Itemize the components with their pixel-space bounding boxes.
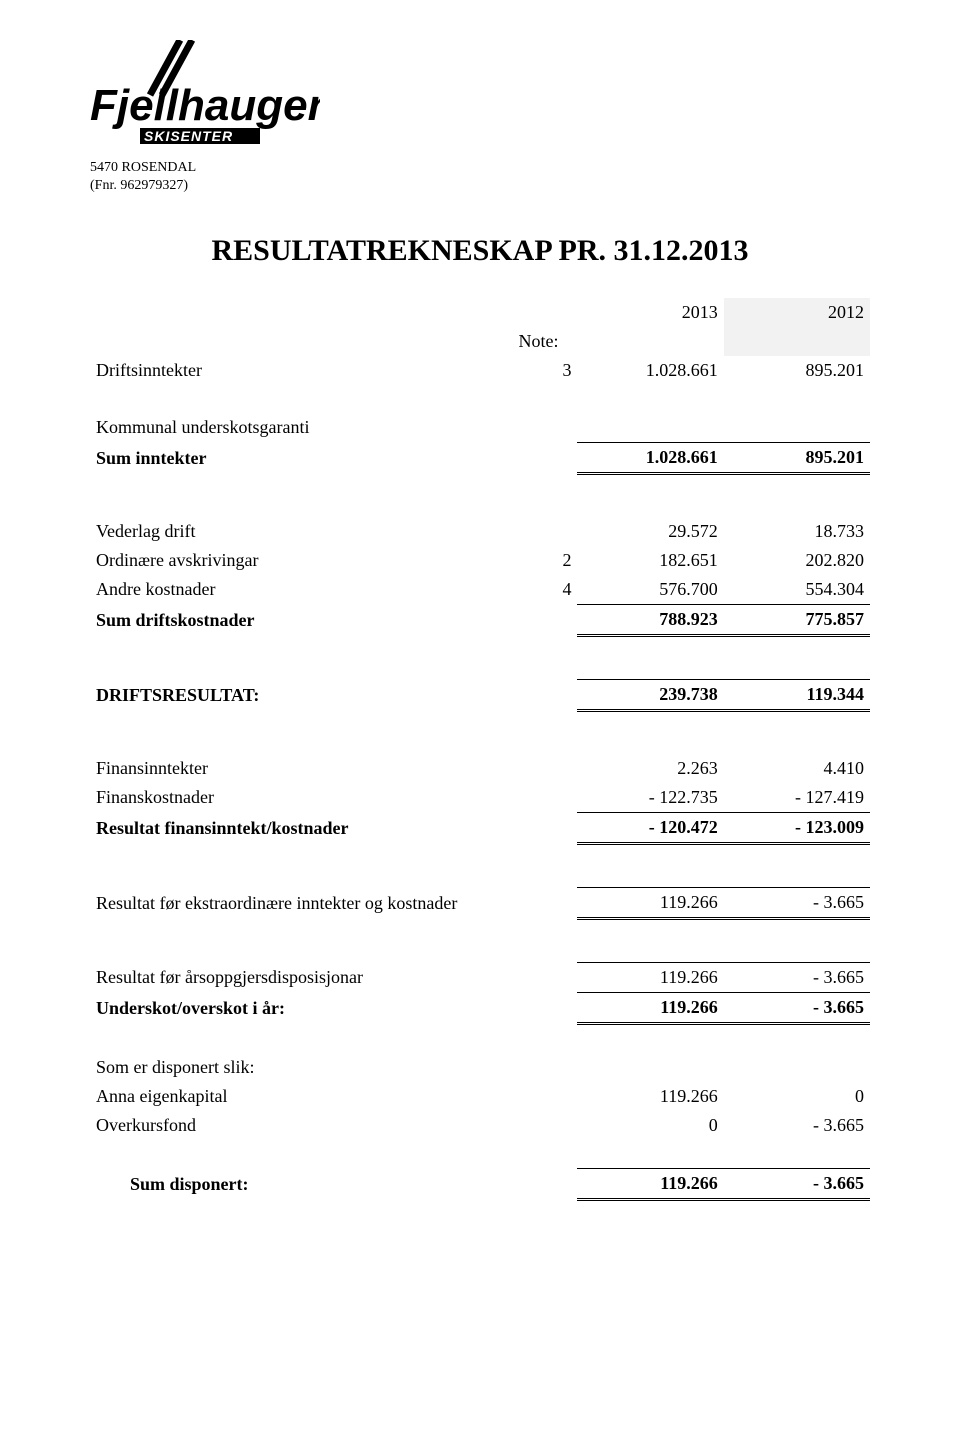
- row-resultat-arsoppgjer: Resultat før årsoppgjersdisposisjonar 11…: [90, 962, 870, 992]
- address-line-2: (Fnr. 962979327): [90, 177, 870, 195]
- row-vederlag: Vederlag drift 29.572 18.733: [90, 517, 870, 546]
- svg-text:Fjellhaugen: Fjellhaugen: [90, 81, 320, 130]
- logo: Fjellhaugen SKISENTER: [90, 40, 320, 150]
- row-overkursfond: Overkursfond 0 - 3.665: [90, 1111, 870, 1140]
- page-title: RESULTATREKNESKAP PR. 31.12.2013: [90, 234, 870, 268]
- row-resultat-finans: Resultat finansinntekt/kostnader - 120.4…: [90, 812, 870, 843]
- row-anna-eigenkapital: Anna eigenkapital 119.266 0: [90, 1082, 870, 1111]
- row-avskrivingar: Ordinære avskrivingar 2 182.651 202.820: [90, 546, 870, 575]
- svg-text:SKISENTER: SKISENTER: [144, 128, 233, 144]
- row-disponert-header: Som er disponert slik:: [90, 1053, 870, 1082]
- row-resultat-ekstraordinaere: Resultat før ekstraordinære inntekter og…: [90, 887, 870, 918]
- row-andre-kostnader: Andre kostnader 4 576.700 554.304: [90, 575, 870, 605]
- row-sum-disponert: Sum disponert: 119.266 - 3.665: [90, 1168, 870, 1199]
- address-line-1: 5470 ROSENDAL: [90, 159, 870, 177]
- row-sum-driftskostnader: Sum driftskostnader 788.923 775.857: [90, 604, 870, 635]
- row-finansinntekter: Finansinntekter 2.263 4.410: [90, 754, 870, 783]
- row-driftsresultat: DRIFTSRESULTAT: 239.738 119.344: [90, 679, 870, 710]
- row-kommunal: Kommunal underskotsgaranti: [90, 413, 870, 442]
- row-driftsinntekter: Driftsinntekter 3 1.028.661 895.201: [90, 356, 870, 385]
- col-header-2013: 2013: [577, 298, 723, 327]
- income-statement-table: 2013 2012 Note: Driftsinntekter 3 1.028.…: [90, 298, 870, 1201]
- row-finanskostnader: Finanskostnader - 122.735 - 127.419: [90, 783, 870, 813]
- note-header: Note:: [513, 327, 578, 356]
- row-sum-inntekter: Sum inntekter 1.028.661 895.201: [90, 442, 870, 473]
- row-underskot-overskot: Underskot/overskot i år: 119.266 - 3.665: [90, 992, 870, 1023]
- col-header-2012: 2012: [724, 298, 870, 327]
